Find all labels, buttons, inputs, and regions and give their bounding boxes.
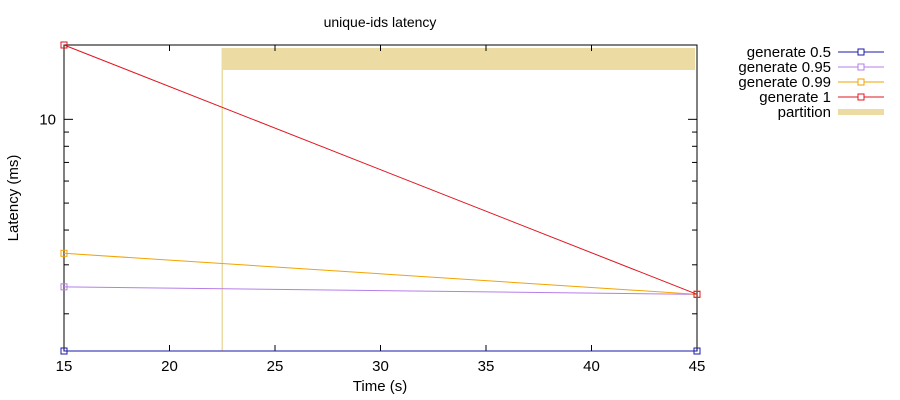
- legend-swatch-marker: [857, 63, 865, 71]
- legend-label: generate 1: [759, 89, 831, 106]
- data-point: [693, 347, 701, 355]
- series-line: [63, 286, 698, 295]
- legend-swatch-marker: [857, 78, 865, 86]
- x-tick-label: 40: [583, 358, 600, 375]
- x-axis-label: Time (s): [353, 378, 407, 395]
- x-axis-ticks: 15 20 25 30 35 40 45: [56, 45, 706, 375]
- partition-layer: [221, 48, 695, 351]
- series-line: [63, 44, 698, 295]
- legend-label: generate 0.5: [747, 44, 831, 61]
- plot-frame: [63, 44, 698, 352]
- series-line: [63, 252, 698, 295]
- legend-swatch-marker: [857, 93, 865, 101]
- series-generate-0-95: [60, 283, 701, 298]
- data-point: [60, 41, 68, 49]
- data-point: [60, 347, 68, 355]
- x-tick-label: 35: [478, 358, 495, 375]
- legend-swatch-marker: [857, 48, 865, 56]
- chart-title: unique-ids latency: [324, 14, 437, 30]
- series-layer: [60, 41, 701, 355]
- legend-item: generate 0.99: [738, 74, 884, 91]
- legend-label: partition: [778, 104, 831, 121]
- data-point: [60, 283, 68, 291]
- x-tick-label: 25: [267, 358, 284, 375]
- legend-item: partition: [778, 104, 884, 121]
- data-point: [60, 249, 68, 257]
- legend-swatch-band: [838, 109, 884, 115]
- series-generate-1: [60, 41, 701, 298]
- x-tick-label: 15: [56, 358, 73, 375]
- legend-item: generate 1: [759, 89, 884, 106]
- partition-band: [222, 48, 695, 70]
- legend-item: generate 0.5: [747, 44, 884, 61]
- x-tick-label: 20: [161, 358, 178, 375]
- data-point: [693, 290, 701, 298]
- x-tick-label: 30: [372, 358, 389, 375]
- x-tick-label: 45: [689, 358, 706, 375]
- y-axis-ticks: 10: [39, 111, 697, 315]
- legend-item: generate 0.95: [738, 59, 884, 76]
- y-axis-label: Latency (ms): [5, 155, 22, 242]
- legend-label: generate 0.95: [738, 59, 831, 76]
- series-generate-0-5: [60, 347, 701, 355]
- y-tick-label: 10: [39, 111, 56, 128]
- legend-label: generate 0.99: [738, 74, 831, 91]
